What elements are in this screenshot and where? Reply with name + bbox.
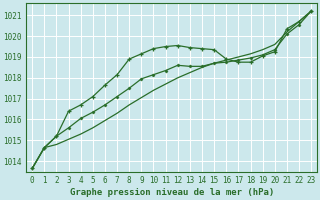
X-axis label: Graphe pression niveau de la mer (hPa): Graphe pression niveau de la mer (hPa)	[69, 188, 274, 197]
